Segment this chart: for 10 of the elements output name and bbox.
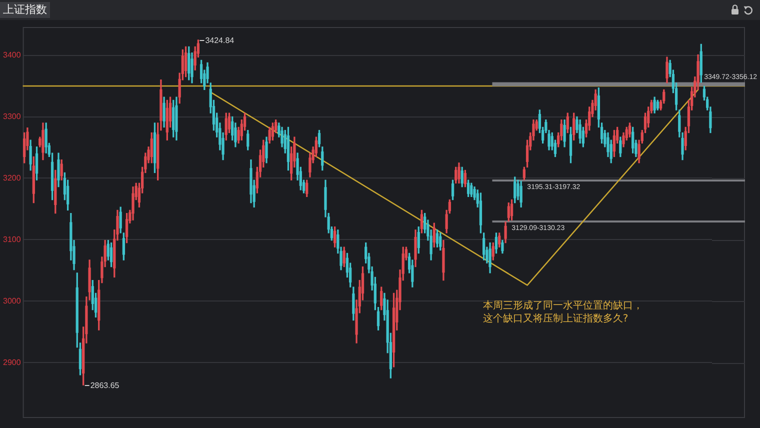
y-tick-label: 3000 bbox=[3, 296, 22, 306]
y-tick-label: 3200 bbox=[3, 173, 22, 182]
annotation: 本周三形成了同一水平位置的缺口，这个缺口又将压制上证指数多久? bbox=[482, 299, 643, 324]
y-tick-label: 3400 bbox=[3, 50, 22, 60]
y-tick-label: 3300 bbox=[3, 112, 22, 121]
y-tick-label: 2900 bbox=[3, 358, 22, 367]
y-tick-label: 3100 bbox=[3, 234, 22, 244]
chart-title: 上证指数 bbox=[0, 2, 50, 18]
annotation: 3424.84 bbox=[205, 36, 235, 46]
annotation: 2863.65 bbox=[90, 381, 120, 390]
